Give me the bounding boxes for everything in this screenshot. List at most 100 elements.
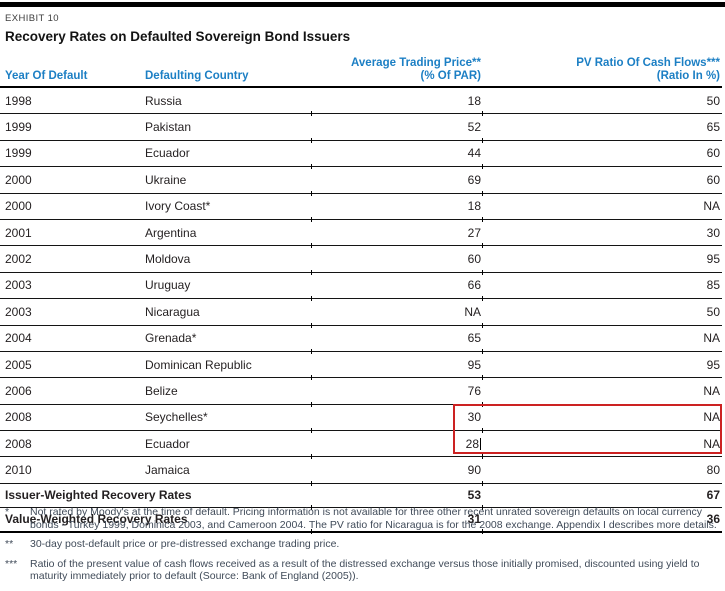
- pv-value: NA: [703, 383, 720, 398]
- country-cell: Jamaica: [140, 456, 312, 486]
- summary-pv-cell: 67: [483, 483, 722, 508]
- pv-cell: NA: [483, 430, 722, 458]
- pv-cell: 65: [483, 113, 722, 141]
- price-value: 66: [467, 278, 481, 293]
- footnote: * Not rated by Moody's at the time of de…: [5, 506, 717, 531]
- price-value: 52: [467, 120, 481, 135]
- year-value: 2010: [5, 463, 32, 478]
- country-value: Jamaica: [145, 463, 190, 478]
- price-cell: 90: [312, 456, 483, 486]
- country-value: Grenada*: [145, 331, 197, 346]
- price-value: 69: [467, 172, 481, 187]
- column-header-pv: PV Ratio Of Cash Flows*** (Ratio In %): [483, 54, 722, 88]
- year-cell: 2008: [0, 404, 140, 432]
- pv-value: 85: [706, 278, 720, 293]
- pv-cell: NA: [483, 193, 722, 220]
- country-value: Seychelles*: [145, 410, 208, 425]
- recovery-rates-table: Year Of Default Defaulting Country Avera…: [0, 54, 722, 533]
- country-cell: Belize: [140, 377, 312, 407]
- country-cell: Ukraine: [140, 166, 312, 196]
- year-value: 2001: [5, 225, 32, 240]
- pv-cell: NA: [483, 404, 722, 432]
- year-cell: 2000: [0, 166, 140, 194]
- table-row: 2005 Dominican Republic 95 95: [0, 351, 722, 381]
- year-value: 2006: [5, 383, 32, 398]
- year-cell: 2001: [0, 219, 140, 247]
- country-cell: Ivory Coast*: [140, 193, 312, 222]
- price-cell: 44: [312, 140, 483, 170]
- pv-cell: NA: [483, 377, 722, 405]
- price-value: 18: [467, 199, 481, 214]
- pv-value: 60: [706, 172, 720, 187]
- year-value: 2003: [5, 278, 32, 293]
- pv-cell: 30: [483, 219, 722, 247]
- table-row: 1998 Russia 18 50: [0, 87, 722, 116]
- year-value: 1998: [5, 93, 32, 108]
- pv-value: 50: [706, 304, 720, 319]
- pv-value: 60: [706, 146, 720, 161]
- table-row: 2000 Ivory Coast* 18 NA: [0, 193, 722, 222]
- country-value: Ivory Coast*: [145, 199, 211, 214]
- year-value: 2008: [5, 410, 32, 425]
- column-header-year: Year Of Default: [0, 54, 140, 88]
- pv-value: 30: [706, 225, 720, 240]
- year-cell: 2005: [0, 351, 140, 379]
- summary-label: Value-Weighted Recovery Rates: [5, 512, 188, 527]
- country-cell: Ecuador: [140, 430, 312, 460]
- year-cell: 2002: [0, 245, 140, 273]
- country-cell: Dominican Republic: [140, 351, 312, 381]
- price-cell: 27: [312, 219, 483, 249]
- summary-pv-cell: 36: [483, 507, 722, 533]
- footnote-marker: ***: [5, 557, 18, 570]
- column-header-price-line1: Average Trading Price**: [351, 57, 481, 69]
- pv-value: 65: [706, 120, 720, 135]
- price-value: 60: [467, 252, 481, 267]
- pv-value: 50: [706, 93, 720, 108]
- country-cell: Pakistan: [140, 113, 312, 143]
- column-header-pv-line1: PV Ratio Of Cash Flows***: [576, 57, 720, 69]
- country-cell: Russia: [140, 87, 312, 116]
- year-value: 2008: [5, 436, 32, 451]
- country-value: Pakistan: [145, 120, 192, 135]
- pv-cell: 80: [483, 456, 722, 484]
- price-cell: 18: [312, 87, 483, 116]
- country-cell: Moldova: [140, 245, 312, 275]
- text-caret: [480, 437, 481, 450]
- summary-price-value: 53: [467, 488, 481, 503]
- table-row: 2003 Nicaragua NA 50: [0, 298, 722, 328]
- table-row: 2001 Argentina 27 30: [0, 219, 722, 249]
- year-cell: 2004: [0, 325, 140, 352]
- summary-price-cell: 31: [312, 507, 483, 533]
- column-header-country-label: Defaulting Country: [145, 70, 249, 82]
- price-cell: 65: [312, 325, 483, 354]
- price-cell: 95: [312, 351, 483, 381]
- pv-value: 95: [706, 252, 720, 267]
- country-cell: Uruguay: [140, 272, 312, 302]
- country-value: Belize: [145, 383, 178, 398]
- country-value: Moldova: [145, 252, 191, 267]
- year-cell: 2010: [0, 456, 140, 484]
- top-rule: [0, 2, 725, 7]
- pv-value: 80: [706, 463, 720, 478]
- year-cell: 2008: [0, 430, 140, 458]
- pv-cell: 85: [483, 272, 722, 300]
- summary-label-cell: Value-Weighted Recovery Rates: [0, 507, 312, 533]
- year-value: 2000: [5, 172, 32, 187]
- table-row: 2010 Jamaica 90 80: [0, 456, 722, 486]
- summary-label-cell: Issuer-Weighted Recovery Rates: [0, 483, 312, 510]
- year-value: 2000: [5, 199, 32, 214]
- footnote-marker: *: [5, 506, 10, 518]
- summary-price-value: 31: [467, 512, 481, 527]
- summary-price-cell: 53: [312, 483, 483, 510]
- country-value: Ecuador: [145, 436, 190, 451]
- summary-pv-value: 67: [706, 488, 720, 503]
- price-value: 95: [467, 357, 481, 372]
- column-header-price-line2: (% Of PAR): [420, 70, 481, 82]
- column-header-pv-line2: (Ratio In %): [656, 70, 720, 82]
- country-cell: Seychelles*: [140, 404, 312, 434]
- year-cell: 1998: [0, 87, 140, 115]
- price-cell[interactable]: 28: [312, 430, 483, 460]
- pv-cell: 60: [483, 140, 722, 168]
- pv-cell: 60: [483, 166, 722, 194]
- year-value: 2003: [5, 304, 32, 319]
